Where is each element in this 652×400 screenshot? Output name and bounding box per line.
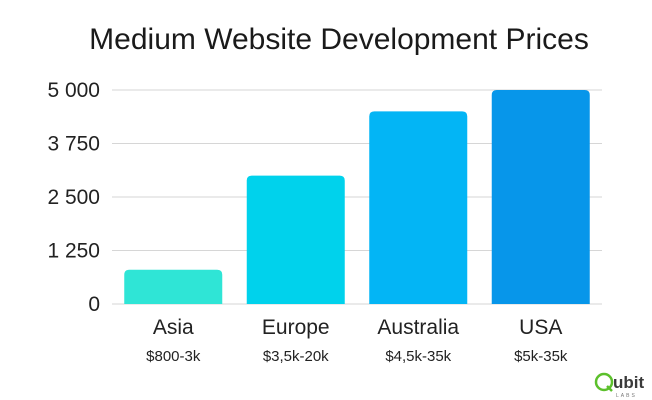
y-tick-label: 3 750 <box>47 133 100 156</box>
x-axis-categories: Asia Europe Australia USA <box>153 316 563 339</box>
price-range-label: $3,5k-20k <box>263 348 329 365</box>
logo-q-tail <box>606 385 613 392</box>
price-range-label: $5k-35k <box>514 348 568 365</box>
y-tick-label: 1 250 <box>47 240 100 263</box>
logo-q-icon <box>594 372 614 392</box>
logo-text: ubit <box>613 373 644 392</box>
bar-australia <box>369 111 468 305</box>
bar-asia <box>124 269 223 304</box>
price-range-labels: $800-3k $3,5k-20k $4,5k-35k $5k-35k <box>146 348 568 365</box>
x-category-label: Europe <box>262 316 330 339</box>
y-tick-label: 5 000 <box>47 79 100 102</box>
price-range-label: $800-3k <box>146 348 201 365</box>
bars <box>124 90 590 305</box>
bar-europe <box>246 175 345 304</box>
price-range-label: $4,5k-35k <box>385 348 451 365</box>
logo-subtitle: LABS <box>616 393 637 399</box>
y-tick-label: 0 <box>88 293 100 316</box>
bar-usa <box>491 90 590 304</box>
y-tick-label: 2 500 <box>47 186 100 209</box>
x-category-label: Australia <box>377 316 459 339</box>
chart-title: Medium Website Development Prices <box>89 23 589 56</box>
y-axis-ticks: 0 1 250 2 500 3 750 5 000 <box>47 79 100 316</box>
x-category-label: Asia <box>153 316 194 339</box>
x-category-label: USA <box>519 316 562 339</box>
qubit-labs-logo: ubit LABS <box>594 372 644 399</box>
